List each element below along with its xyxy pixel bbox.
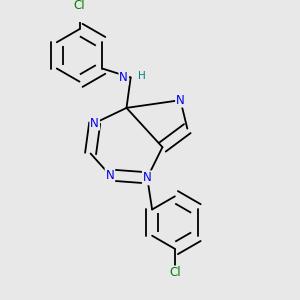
Text: H: H: [138, 71, 146, 81]
Text: N: N: [106, 169, 114, 182]
Text: N: N: [176, 94, 185, 107]
Text: N: N: [119, 71, 128, 84]
Text: N: N: [90, 117, 99, 130]
Text: Cl: Cl: [74, 0, 85, 12]
Text: Cl: Cl: [169, 266, 181, 279]
Text: N: N: [143, 171, 152, 184]
